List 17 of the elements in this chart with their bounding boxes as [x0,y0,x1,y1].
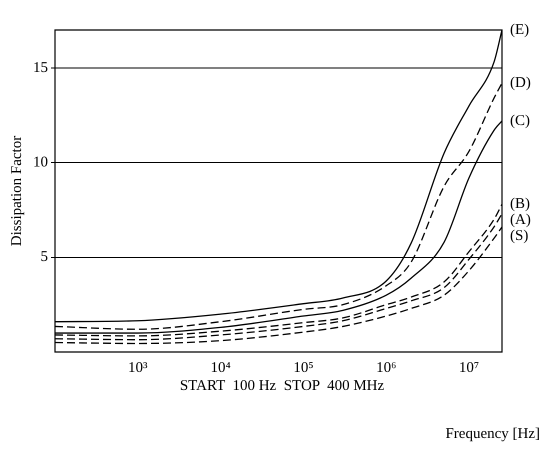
x-tick-label: 10⁷ [458,360,480,376]
series-label: (S) [510,228,528,244]
y-tick-label: 5 [40,249,48,266]
x-axis-title: Frequency [Hz] [445,426,540,443]
series-label: (E) [510,22,530,38]
x-tick-label: 10³ [128,360,148,376]
series-label: (A) [510,212,531,228]
series-label: (C) [510,112,530,129]
x-tick-label: 10⁶ [376,360,396,376]
y-tick-label: 15 [33,60,48,76]
series-label: (D) [510,74,531,91]
x-tick-label: 10⁴ [210,360,231,376]
series-label: (B) [510,196,530,212]
text: START 100 Hz STOP 400 MHz [178,378,386,395]
y-axis-title: Dissipation Factor [8,136,25,246]
x-tick-label: 10⁵ [293,360,314,376]
y-tick-label: 10 [33,154,48,171]
